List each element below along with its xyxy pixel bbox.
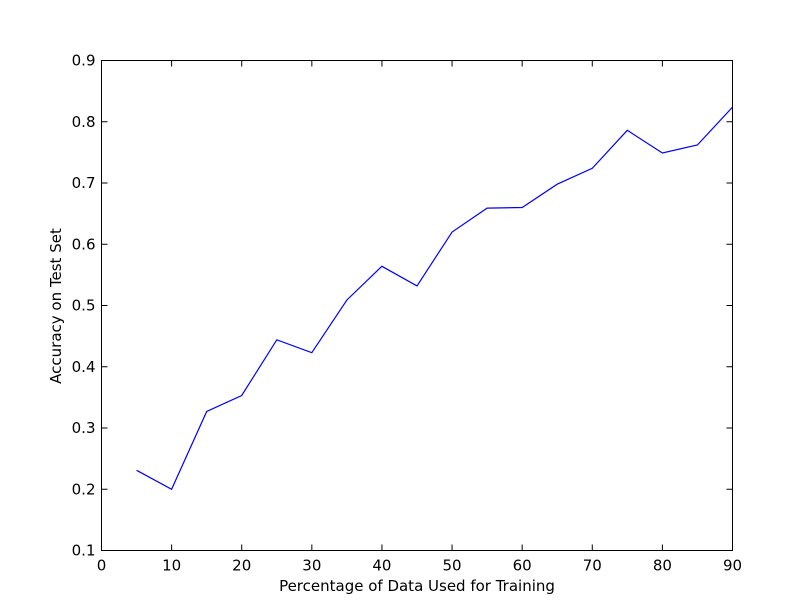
y-axis-label: Accuracy on Test Set bbox=[47, 228, 65, 384]
x-tick-label: 10 bbox=[162, 557, 181, 575]
plot-area bbox=[136, 106, 733, 491]
y-tick-label: 0.1 bbox=[72, 542, 96, 560]
x-tick-label: 40 bbox=[372, 557, 391, 575]
y-tick-label: 0.6 bbox=[72, 235, 96, 253]
y-tick-label: 0.2 bbox=[72, 480, 96, 498]
x-tick-label: 60 bbox=[513, 557, 532, 575]
series-line bbox=[136, 106, 733, 491]
x-tick-label: 70 bbox=[583, 557, 602, 575]
x-tick-label: 80 bbox=[653, 557, 672, 575]
y-tick-label: 0.7 bbox=[72, 174, 96, 192]
x-axis: 0 10 20 30 40 50 60 70 80 90 bbox=[97, 60, 742, 575]
plot-frame bbox=[101, 60, 733, 551]
y-axis: 0.1 0.2 0.3 0.4 0.5 0.6 0.7 0.8 0.9 bbox=[72, 52, 733, 560]
x-tick-label: 20 bbox=[232, 557, 251, 575]
y-tick-label: 0.5 bbox=[72, 297, 96, 315]
x-axis-label: Percentage of Data Used for Training bbox=[279, 577, 555, 595]
y-tick-label: 0.9 bbox=[72, 52, 96, 70]
y-tick-label: 0.4 bbox=[72, 358, 96, 376]
x-tick-label: 50 bbox=[443, 557, 462, 575]
y-tick-label: 0.8 bbox=[72, 113, 96, 131]
x-tick-label: 0 bbox=[97, 557, 107, 575]
x-tick-label: 30 bbox=[302, 557, 321, 575]
x-tick-label: 90 bbox=[723, 557, 742, 575]
y-tick-label: 0.3 bbox=[72, 419, 96, 437]
